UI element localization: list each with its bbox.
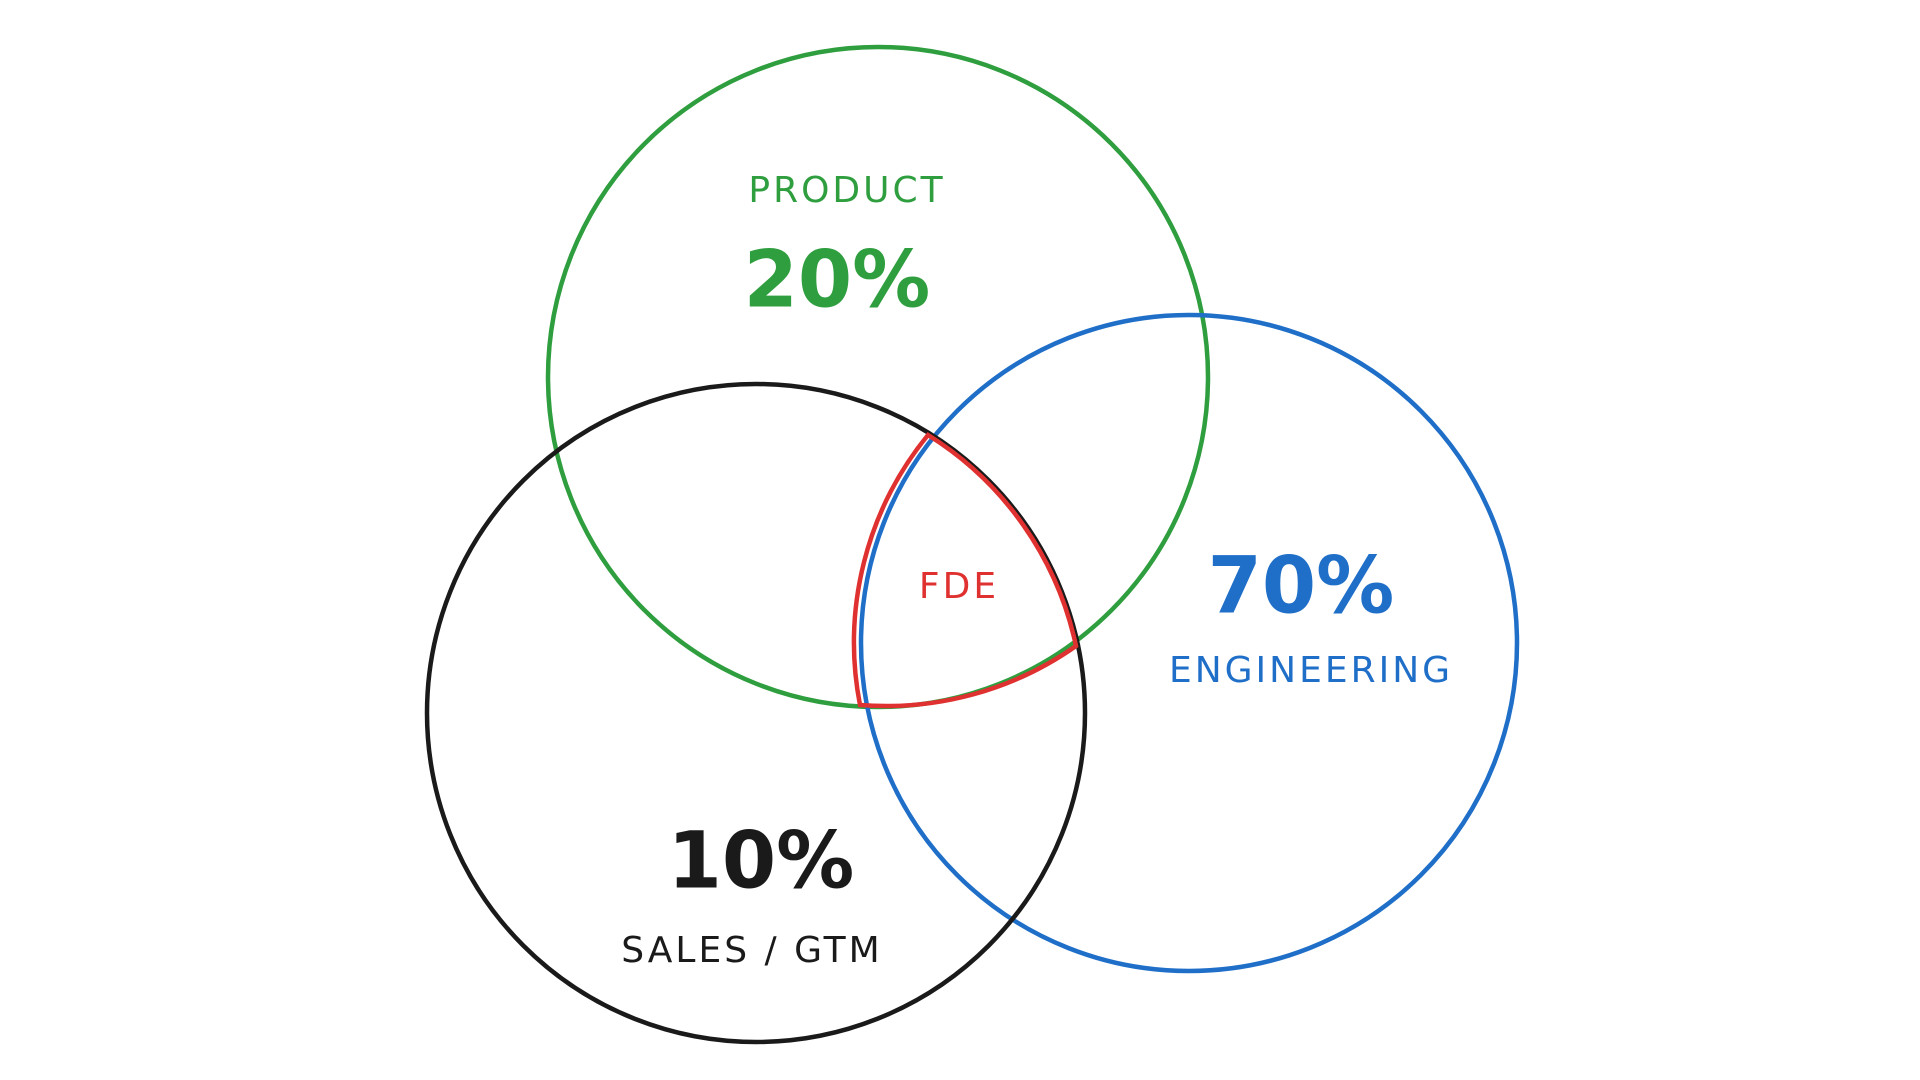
- engineering-share: 70%: [1208, 541, 1395, 631]
- product-circle: [545, 44, 1211, 710]
- sales-label: SALES / GTM: [621, 930, 882, 971]
- engineering-circle: [858, 312, 1520, 974]
- engineering-label: ENGINEERING: [1169, 650, 1453, 691]
- sales-share: 10%: [668, 816, 855, 906]
- sales-circle: [424, 381, 1088, 1045]
- fde-label: FDE: [919, 566, 999, 607]
- product-label: PRODUCT: [748, 170, 945, 211]
- fde-region: [851, 432, 1079, 709]
- product-share: 20%: [744, 235, 931, 325]
